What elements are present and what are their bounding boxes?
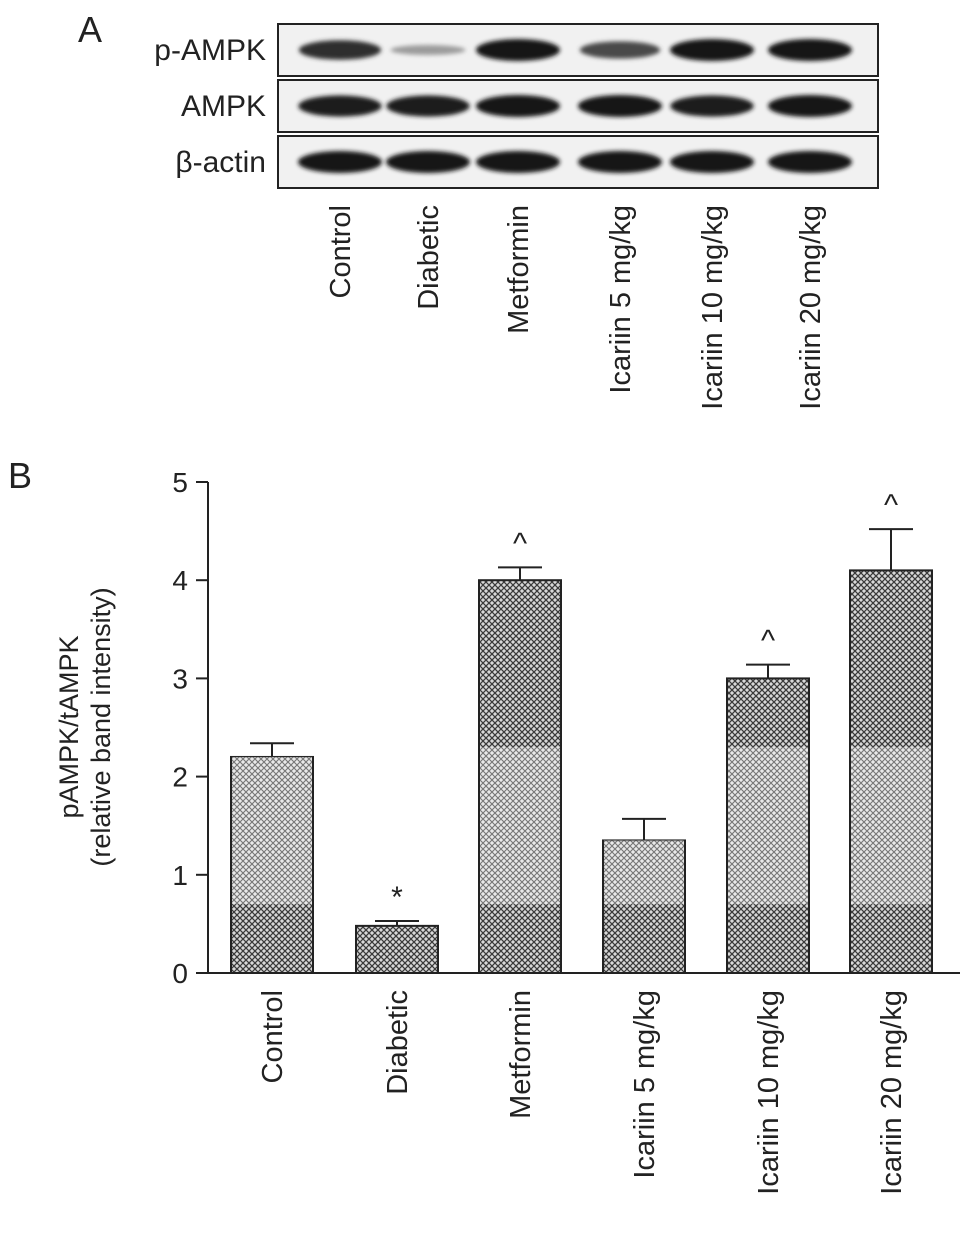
bar-shade-metformin xyxy=(480,747,560,905)
x-tick-label-icariin-10-mg-kg: Icariin 10 mg/kg xyxy=(753,990,785,1195)
band-actin-control xyxy=(298,151,382,173)
lane-label-icariin-5-mg-kg: Icariin 5 mg/kg xyxy=(605,205,637,394)
band-p-ampk-icariin-20-mg-kg xyxy=(768,39,852,61)
band-actin-icariin-20-mg-kg xyxy=(768,151,852,173)
band-p-ampk-metformin xyxy=(476,39,560,61)
panel-a-letter: A xyxy=(78,9,102,50)
bar-shade-icariin-10-mg-kg xyxy=(728,747,808,905)
x-tick-label-icariin-20-mg-kg: Icariin 20 mg/kg xyxy=(876,990,908,1195)
x-tick-label-metformin: Metformin xyxy=(505,990,537,1119)
bar-diabetic xyxy=(355,924,439,975)
significance-marker-icariin-10-mg-kg: ^ xyxy=(761,625,775,658)
lane-label-icariin-10-mg-kg: Icariin 10 mg/kg xyxy=(697,205,729,410)
significance-marker-diabetic: * xyxy=(391,881,403,914)
band-actin-icariin-5-mg-kg xyxy=(578,151,662,173)
bar-shade-control xyxy=(232,756,312,905)
band-ampk-icariin-20-mg-kg xyxy=(768,95,852,117)
band-ampk-diabetic xyxy=(386,95,470,117)
y-tick-label-0: 0 xyxy=(172,958,188,989)
x-tick-label-diabetic: Diabetic xyxy=(382,990,414,1095)
y-tick-label-1: 1 xyxy=(172,860,188,891)
y-tick-label-4: 4 xyxy=(172,565,188,596)
y-tick-label-3: 3 xyxy=(172,663,188,694)
significance-marker-metformin: ^ xyxy=(513,527,527,560)
band-ampk-icariin-5-mg-kg xyxy=(578,95,662,117)
lane-label-icariin-20-mg-kg: Icariin 20 mg/kg xyxy=(795,205,827,410)
y-axis-title: pAMPK/tAMPK (relative band intensity) xyxy=(54,587,116,866)
blot-label-beta-actin: β-actin xyxy=(175,146,266,179)
y-axis: 0 1 2 3 4 5 xyxy=(172,467,209,989)
band-p-ampk-icariin-10-mg-kg xyxy=(670,39,754,61)
x-tick-label-control: Control xyxy=(257,990,289,1084)
band-actin-metformin xyxy=(476,151,560,173)
bar-shade-icariin-5-mg-kg xyxy=(604,840,684,905)
band-actin-icariin-10-mg-kg xyxy=(670,151,754,173)
bars: * ^ ^ ^ xyxy=(230,489,933,975)
y-axis-title-line-1: pAMPK/tAMPK xyxy=(54,635,84,818)
lane-label-diabetic: Diabetic xyxy=(413,205,445,310)
band-ampk-control xyxy=(298,95,382,117)
band-actin-diabetic xyxy=(386,151,470,173)
bar-shade-icariin-20-mg-kg xyxy=(851,747,931,905)
lane-label-control: Control xyxy=(325,205,357,299)
blot-label-ampk: AMPK xyxy=(181,90,266,123)
band-ampk-icariin-10-mg-kg xyxy=(670,95,754,117)
panel-b-letter: B xyxy=(8,455,32,496)
lane-labels: Control Diabetic Metformin Icariin 5 mg/kg I… xyxy=(325,205,827,410)
significance-marker-icariin-20-mg-kg: ^ xyxy=(884,489,898,522)
band-p-ampk-control xyxy=(298,40,382,60)
y-tick-label-5: 5 xyxy=(172,467,188,498)
blot-image xyxy=(277,23,879,189)
panel-a: A p-AMPK AMPK β-actin Control Diabetic Met… xyxy=(78,9,879,410)
band-p-ampk-icariin-5-mg-kg xyxy=(579,41,661,59)
band-p-ampk-diabetic xyxy=(390,45,466,55)
band-ampk-metformin xyxy=(476,95,560,117)
y-axis-title-line-2: (relative band intensity) xyxy=(86,587,116,866)
x-axis: Control Diabetic Metformin Icariin 5 mg/kg I… xyxy=(208,972,960,1195)
lane-label-metformin: Metformin xyxy=(503,205,535,334)
y-tick-label-2: 2 xyxy=(172,762,188,793)
blot-label-p-ampk: p-AMPK xyxy=(154,34,266,67)
x-tick-label-icariin-5-mg-kg: Icariin 5 mg/kg xyxy=(629,990,661,1179)
panel-b: B pAMPK/tAMPK (relative band intensity) 0… xyxy=(8,455,960,1195)
